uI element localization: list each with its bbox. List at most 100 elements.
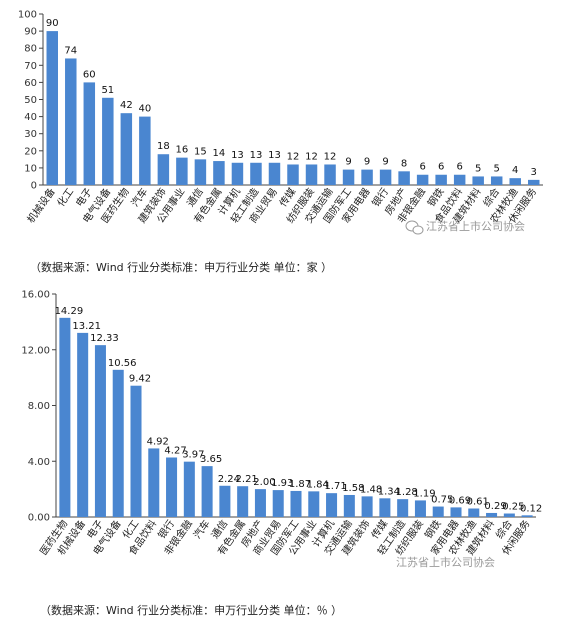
- data-label: 13.21: [72, 321, 101, 332]
- data-label: 74: [64, 45, 77, 56]
- data-label: 1.93: [271, 478, 293, 489]
- bar: [219, 485, 231, 517]
- data-label: 1.19: [413, 488, 435, 499]
- bar: [94, 345, 106, 517]
- watermark-text: 江苏省上市公司协会: [396, 555, 495, 569]
- bar: [468, 508, 480, 517]
- data-label: 4.92: [147, 436, 169, 447]
- data-label: 12: [324, 151, 337, 162]
- bar: [490, 176, 503, 185]
- data-label: 3.97: [182, 450, 204, 461]
- bar: [46, 31, 58, 185]
- bar: [83, 82, 96, 185]
- bar: [472, 176, 484, 185]
- bar: [397, 499, 409, 517]
- bar: [268, 162, 281, 185]
- bar: [77, 332, 89, 517]
- bar: [379, 498, 391, 517]
- bar: [342, 169, 355, 185]
- data-label: 6: [419, 162, 425, 173]
- bar: [194, 159, 207, 185]
- bar: [324, 164, 336, 185]
- y-tick-label: 0: [31, 181, 37, 192]
- data-label: 1.48: [360, 484, 382, 495]
- wechat-icon: [405, 220, 424, 235]
- y-tick-label: 80: [24, 44, 37, 55]
- data-label: 0.61: [467, 496, 489, 507]
- data-label: 51: [101, 85, 114, 96]
- bar: [120, 113, 133, 185]
- y-tick-label: 90: [24, 27, 37, 38]
- bar: [130, 385, 142, 517]
- watermark-top: 江苏省上市公司协会: [405, 219, 525, 235]
- data-label: 8: [401, 158, 407, 169]
- category-label: 化工: [54, 185, 76, 209]
- bar: [521, 515, 533, 517]
- data-label: 5: [475, 163, 481, 174]
- data-label: 2.21: [236, 474, 258, 485]
- bar: [287, 164, 299, 185]
- y-tick-label: 50: [24, 95, 37, 106]
- data-label: 42: [120, 100, 133, 111]
- y-tick-label: 4.00: [28, 457, 50, 468]
- data-label: 0.69: [449, 495, 471, 506]
- bar: [102, 97, 114, 185]
- data-label: 4.27: [164, 445, 186, 456]
- bar: [398, 171, 410, 185]
- data-label: 1.71: [324, 481, 346, 492]
- bar: [450, 507, 462, 517]
- bar: [416, 174, 429, 185]
- bar: [343, 494, 355, 517]
- data-label: 9.42: [129, 374, 151, 385]
- data-label: 90: [46, 18, 59, 29]
- bar: [486, 512, 498, 517]
- bar: [326, 493, 338, 517]
- data-label: 12.33: [90, 333, 119, 344]
- data-label: 40: [138, 104, 151, 115]
- data-label: 60: [83, 69, 96, 80]
- chart1-source-note: （数据来源：Wind 行业分类标准：申万行业分类 单位：家 ）: [30, 260, 332, 274]
- bar: [201, 466, 213, 517]
- data-label: 6: [456, 162, 462, 173]
- data-label: 1.34: [378, 486, 400, 497]
- y-tick-label: 60: [24, 78, 37, 89]
- data-label: 2.24: [218, 474, 240, 485]
- y-tick-label: 40: [24, 112, 37, 123]
- data-label: 1.58: [342, 483, 364, 494]
- bar: [59, 317, 71, 517]
- data-label: 9: [345, 157, 351, 168]
- bar: [361, 169, 373, 185]
- data-label: 5: [494, 163, 500, 174]
- bar: [237, 486, 249, 517]
- bar: [435, 174, 447, 185]
- data-label: 16: [176, 145, 189, 156]
- bar: [503, 513, 515, 517]
- chart2-source-note: （数据来源：Wind 行业分类标准：申万行业分类 单位：％ ）: [40, 603, 342, 617]
- y-tick-label: 100: [18, 10, 37, 21]
- bar: [528, 179, 540, 185]
- data-label: 13: [250, 150, 263, 161]
- data-label: 3.65: [200, 454, 222, 465]
- bar: [157, 154, 170, 185]
- y-tick-label: 20: [24, 146, 37, 157]
- bar: [361, 496, 373, 517]
- data-label: 10.56: [108, 358, 137, 369]
- bar: [112, 369, 124, 517]
- company-count-chart: 010203040506070809010090机械设备74化工60电子51电气…: [18, 10, 543, 225]
- data-label: 13: [268, 150, 281, 161]
- bar: [183, 461, 195, 517]
- bar: [250, 162, 262, 185]
- watermark-text: 江苏省上市公司协会: [426, 219, 525, 233]
- bar: [290, 490, 302, 517]
- data-label: 12: [305, 151, 318, 162]
- data-label: 12: [287, 151, 300, 162]
- y-tick-label: 16.00: [21, 290, 50, 301]
- data-label: 0.29: [484, 501, 506, 512]
- bar: [305, 164, 318, 185]
- bar: [166, 457, 178, 517]
- data-label: 13: [231, 150, 244, 161]
- bar: [414, 500, 426, 517]
- bar: [453, 174, 466, 185]
- data-label: 9: [382, 157, 388, 168]
